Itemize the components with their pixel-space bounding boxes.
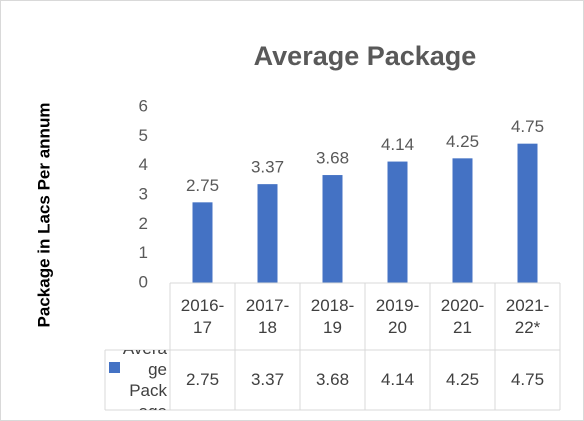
table-value-box: 4.14 <box>380 370 415 390</box>
x-tick-label: 2021-22* <box>505 296 550 337</box>
table-value-box: 3.68 <box>315 370 350 390</box>
x-tick-label-box: 2020-21 <box>440 296 485 337</box>
legend-label-box: Average Package <box>123 350 167 410</box>
y-tick-label: 1 <box>139 243 148 262</box>
table-value: 4.25 <box>445 370 480 390</box>
bar <box>517 143 538 283</box>
y-tick-label: 4 <box>139 155 148 174</box>
x-tick-label-box: 2016-17 <box>180 296 225 337</box>
data-label: 3.68 <box>316 149 349 168</box>
bar <box>192 202 213 283</box>
data-label: 4.25 <box>446 132 479 151</box>
y-tick-label: 5 <box>139 126 148 145</box>
x-tick-label: 2017-18 <box>245 296 290 337</box>
x-tick-label: 2020-21 <box>440 296 485 337</box>
table-value: 3.37 <box>250 370 285 390</box>
data-label: 2.75 <box>186 176 219 195</box>
table-value: 2.75 <box>185 370 220 390</box>
x-tick-label-box: 2018-19 <box>310 296 355 337</box>
legend-label: Average Package <box>123 350 167 410</box>
y-tick-label: 3 <box>139 184 148 203</box>
x-tick-label-box: 2019-20 <box>375 296 420 337</box>
x-tick-label: 2019-20 <box>375 296 420 337</box>
bar <box>387 161 408 283</box>
y-axis-label: Package in Lacs Per annum <box>34 103 53 328</box>
bar <box>257 184 278 283</box>
x-tick-label: 2016-17 <box>180 296 225 337</box>
data-label: 4.75 <box>511 117 544 136</box>
table-value: 4.75 <box>510 370 545 390</box>
y-tick-label: 6 <box>139 96 148 115</box>
x-tick-label-box: 2017-18 <box>245 296 290 337</box>
y-tick-label: 0 <box>139 272 148 291</box>
table-value-box: 4.75 <box>510 370 545 390</box>
bar <box>452 158 473 283</box>
table-value-box: 2.75 <box>185 370 220 390</box>
legend-swatch <box>109 362 120 373</box>
y-tick-label: 2 <box>139 214 148 233</box>
table-value-box: 4.25 <box>445 370 480 390</box>
data-label: 4.14 <box>381 135 414 154</box>
x-tick-label-box: 2021-22* <box>505 296 550 337</box>
table-value: 4.14 <box>380 370 415 390</box>
table-value-box: 3.37 <box>250 370 285 390</box>
chart-title: Average Package <box>254 41 477 71</box>
bar <box>322 175 343 283</box>
table-value: 3.68 <box>315 370 350 390</box>
data-label: 3.37 <box>251 158 284 177</box>
x-tick-label: 2018-19 <box>310 296 355 337</box>
